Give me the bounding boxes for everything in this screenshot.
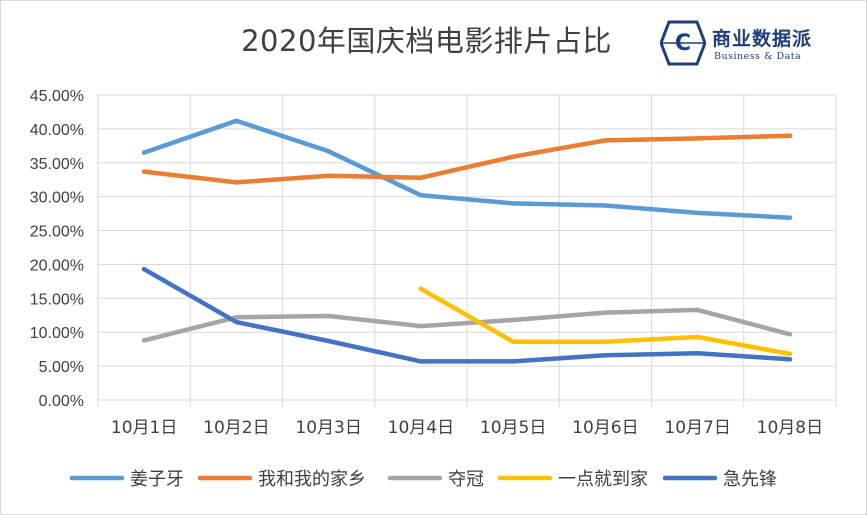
grid-lines [97, 94, 837, 407]
data-point [695, 350, 700, 356]
x-tick-label: 10月6日 [572, 418, 638, 438]
y-tick-label: 40.00% [30, 122, 84, 139]
x-tick-label: 10月8日 [757, 418, 823, 438]
data-point [603, 352, 608, 358]
y-tick-label: 15.00% [30, 291, 84, 308]
y-axis: 0.00% 5.00% 10.00% 15.00% 20.00% 25.00% 30.00%… [30, 88, 84, 410]
data-point [141, 338, 147, 343]
y-tick-label: 45.00% [30, 88, 84, 105]
logo-letter: C [675, 31, 691, 56]
data-point [326, 338, 331, 344]
data-point [787, 351, 793, 357]
data-point [326, 173, 331, 178]
y-tick-label: 10.00% [30, 325, 84, 342]
logo-name: 商业数据派 [712, 28, 813, 50]
legend-label: 我和我的家乡 [258, 469, 366, 490]
data-point [234, 180, 239, 185]
data-point [603, 310, 608, 315]
legend-label: 急先锋 [723, 469, 777, 490]
data-point [234, 118, 239, 124]
y-tick-label: 20.00% [30, 257, 84, 274]
data-point [787, 331, 793, 337]
series-line [141, 266, 793, 364]
legend-label: 夺冠 [448, 469, 484, 490]
x-tick-label: 10月1日 [111, 418, 177, 438]
brand-logo: C 商业数据派 Business & Data [660, 20, 860, 66]
x-axis: 10月1日 10月2日 10月3日 10月4日 10月5日 10月6日 10月7日 10月8日 [111, 418, 823, 438]
y-tick-label: 5.00% [39, 359, 84, 376]
logo-emblem-icon: C [660, 20, 706, 66]
data-point [603, 203, 608, 208]
x-tick-label: 10月3日 [295, 418, 361, 438]
data-point [510, 359, 516, 364]
chart-title: 2020年国庆档电影排片占比 [241, 24, 612, 58]
data-point [695, 334, 700, 340]
data-point [787, 215, 793, 220]
data-point [510, 317, 516, 323]
x-tick-label: 10月4日 [388, 418, 454, 438]
data-point [141, 266, 147, 272]
data-point [510, 201, 516, 206]
data-point [326, 313, 331, 319]
data-point [695, 136, 700, 141]
legend-label: 姜子牙 [130, 469, 184, 490]
data-point [141, 150, 147, 155]
y-tick-label: 0.00% [39, 393, 84, 410]
data-point [418, 286, 424, 292]
data-point [510, 339, 516, 345]
series-line [141, 133, 793, 185]
data-point [787, 357, 793, 362]
data-point [510, 154, 516, 159]
data-point [234, 319, 239, 325]
data-point [418, 175, 424, 180]
data-point [603, 138, 608, 143]
x-tick-label: 10月7日 [664, 418, 730, 438]
data-point [418, 193, 424, 198]
x-tick-label: 10月5日 [480, 418, 546, 438]
series-line [141, 118, 793, 220]
legend-label: 一点就到家 [558, 469, 648, 490]
data-point [695, 210, 700, 216]
data-point [787, 133, 793, 138]
data-point [695, 307, 700, 313]
series-group [141, 118, 793, 364]
logo-tagline: Business & Data [714, 51, 802, 62]
data-point [603, 339, 608, 345]
data-point [234, 315, 239, 320]
y-tick-label: 30.00% [30, 190, 84, 207]
data-point [418, 359, 424, 364]
legend: 姜子牙 我和我的家乡 夺冠 一点就到家 急先锋 [69, 469, 777, 490]
data-point [418, 323, 424, 329]
data-point [326, 148, 331, 154]
y-tick-label: 35.00% [30, 156, 84, 173]
x-tick-label: 10月2日 [203, 418, 269, 438]
data-point [141, 169, 147, 174]
y-tick-label: 25.00% [30, 224, 84, 241]
series-line [141, 307, 793, 343]
